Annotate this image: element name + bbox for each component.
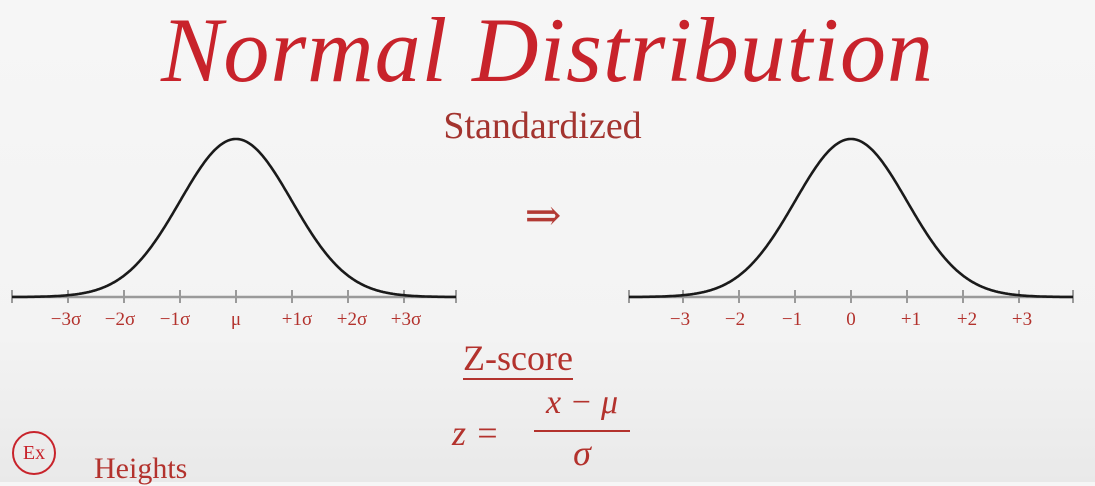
tick-label: −3σ xyxy=(50,309,82,330)
page-title: Normal Distribution xyxy=(160,0,934,101)
tick-label: 0 xyxy=(846,309,856,330)
bell-curve xyxy=(629,137,1073,299)
tick-label: +2σ xyxy=(336,309,368,330)
tick-label: −1 xyxy=(781,309,803,330)
tick-label: +3σ xyxy=(390,309,422,330)
tick-label: −1σ xyxy=(159,309,191,330)
fraction-bar xyxy=(534,430,630,432)
example-badge: Ex xyxy=(12,431,56,475)
tick-label: −3 xyxy=(669,309,691,330)
bell-curve xyxy=(12,137,456,299)
tick-label: −2σ xyxy=(104,309,136,330)
implies-arrow-icon: ⇒ xyxy=(524,190,562,241)
tick-label: +2 xyxy=(956,309,978,330)
formula-lhs: z = xyxy=(452,413,500,453)
zscore-heading: Z-score xyxy=(463,338,573,380)
formula-denominator: σ xyxy=(573,433,591,473)
formula-numerator: x − μ xyxy=(545,384,619,421)
tick-label: +3 xyxy=(1011,309,1033,330)
tick-label: +1σ xyxy=(281,309,313,330)
tick-label: +1 xyxy=(900,309,922,330)
tick-label: −2 xyxy=(724,309,746,330)
subtitle: Standardized xyxy=(443,105,642,147)
example-heights-label: Heights xyxy=(94,452,188,485)
tick-label: μ xyxy=(230,309,242,330)
